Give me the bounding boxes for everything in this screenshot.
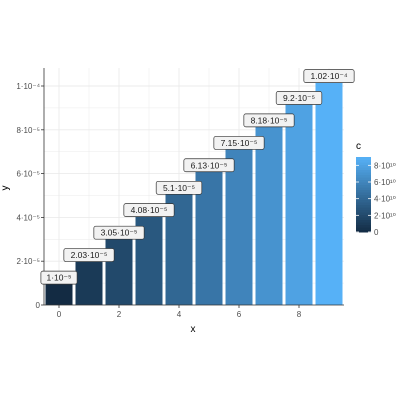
bar [256, 126, 283, 305]
y-tick-label: 6·10⁻⁵ [16, 170, 40, 179]
legend-colorbar-segment [356, 157, 371, 160]
data-label-text: 8.18·10⁻⁵ [251, 115, 288, 125]
y-tick-label: 8·10⁻⁵ [16, 126, 40, 135]
bar [316, 82, 343, 305]
data-label: 7.15·10⁻⁵ [214, 136, 264, 149]
data-label-text: 2.03·10⁻⁵ [71, 250, 108, 260]
y-tick-label: 4·10⁻⁵ [16, 213, 40, 222]
legend-tick-label: 8·10¹⁰ [374, 161, 396, 170]
legend-title: c [356, 141, 361, 152]
data-label-text: 3.05·10⁻⁵ [101, 228, 138, 238]
legend: c 0 2·10¹⁰ 4·10¹⁰ 6·10¹⁰ 8·10¹⁰ [356, 141, 396, 237]
data-label-text: 9.2·10⁻⁵ [283, 93, 315, 103]
x-axis-title: x [191, 324, 196, 335]
x-tick-label: 2 [117, 310, 122, 319]
data-label: 5.1·10⁻⁵ [156, 181, 202, 194]
data-label: 8.18·10⁻⁵ [244, 114, 294, 127]
x-tick-label: 6 [237, 310, 242, 319]
data-label: 9.2·10⁻⁵ [276, 92, 322, 105]
data-label: 1.02·10⁻⁴ [304, 70, 354, 83]
bar [286, 104, 313, 305]
data-label-text: 6.13·10⁻⁵ [191, 160, 228, 170]
data-label: 3.05·10⁻⁵ [94, 226, 144, 239]
legend-tick-label: 2·10¹⁰ [374, 211, 396, 220]
data-label: 4.08·10⁻⁵ [124, 204, 174, 217]
bar [46, 283, 73, 305]
data-label-text: 7.15·10⁻⁵ [221, 138, 258, 148]
x-tick-label: 4 [177, 310, 182, 319]
data-label-text: 4.08·10⁻⁵ [131, 205, 168, 215]
data-label-text: 5.1·10⁻⁵ [163, 183, 195, 193]
y-tick-label: 1·10⁻⁴ [16, 82, 40, 91]
data-label: 2.03·10⁻⁵ [64, 249, 114, 262]
y-tick-label: 0 [36, 301, 41, 310]
data-label: 1·10⁻⁵ [41, 271, 77, 284]
legend-tick-label: 0 [374, 228, 379, 237]
data-label-text: 1.02·10⁻⁴ [311, 71, 348, 81]
y-tick-label: 2·10⁻⁵ [16, 257, 40, 266]
legend-tick-label: 4·10¹⁰ [374, 195, 396, 204]
bar [76, 261, 103, 305]
data-label-text: 1·10⁻⁵ [46, 273, 71, 283]
x-tick-label: 8 [297, 310, 302, 319]
legend-tick-label: 6·10¹⁰ [374, 178, 396, 187]
data-label: 6.13·10⁻⁵ [184, 159, 234, 172]
y-axis-title: y [0, 186, 11, 191]
x-tick-label: 0 [57, 310, 62, 319]
